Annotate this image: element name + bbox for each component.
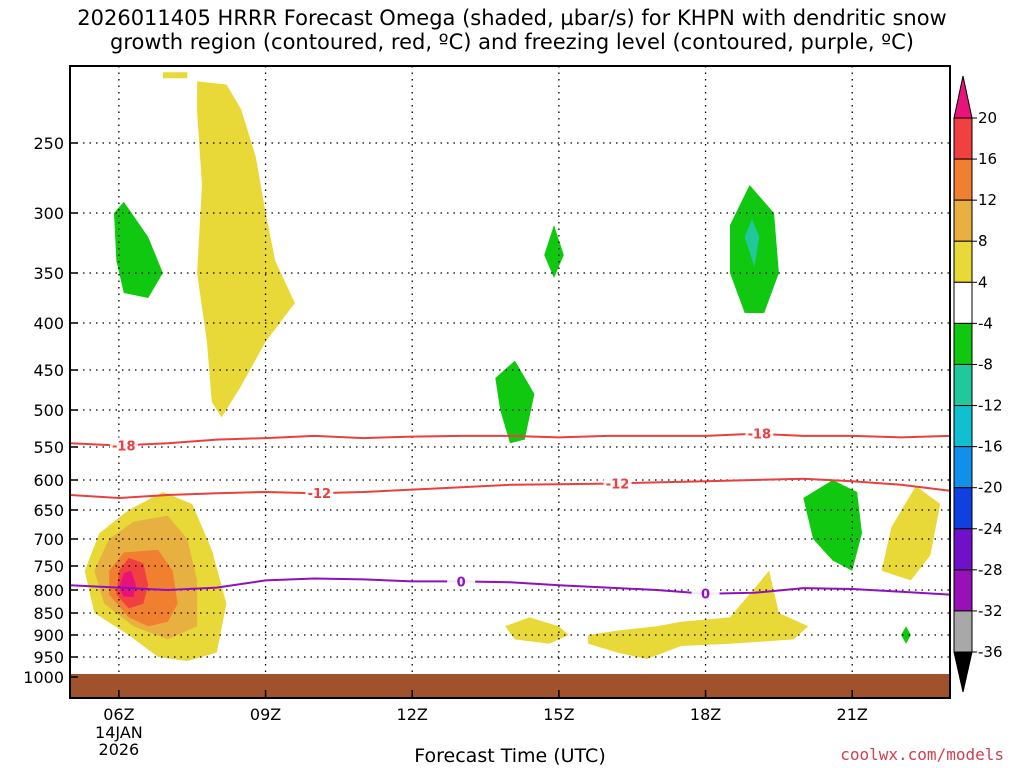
colorbar-label-3: 8 — [978, 232, 988, 250]
contour-label-bg — [603, 475, 632, 492]
contour-label-bg — [691, 585, 720, 602]
colorbar-bottom-arrow — [953, 651, 973, 693]
omega-region-11 — [803, 480, 862, 571]
colorbar-swatch-11 — [953, 569, 973, 612]
colorbar-label-13: -36 — [978, 643, 1003, 661]
omega-region-5 — [495, 360, 535, 444]
colorbar-swatch-8 — [953, 446, 973, 489]
ytick-label-450: 450 — [33, 361, 64, 380]
contour-label-bg — [745, 425, 774, 442]
colorbar-swatch-4 — [953, 281, 973, 324]
xtick-label-21Z: 21Z — [837, 705, 868, 724]
colorbar-swatch-7 — [953, 405, 973, 448]
x-axis-label: Forecast Time (UTC) — [414, 745, 606, 767]
chart-title: 2026011405 HRRR Forecast Omega (shaded, … — [0, 6, 1024, 54]
colorbar-label-9: -20 — [978, 479, 1003, 497]
contour-label-2-0: 0 — [457, 575, 466, 590]
contour-label-bg — [305, 485, 334, 502]
colorbar-label-5: -4 — [978, 314, 993, 332]
contour-line-1 — [70, 477, 950, 500]
ytick-label-350: 350 — [33, 264, 64, 283]
ground-bar — [70, 674, 950, 698]
xtick-date-0: 14JAN — [95, 723, 143, 742]
colorbar-swatch-0 — [953, 117, 973, 160]
ytick-label-400: 400 — [33, 314, 64, 333]
plot-frame — [69, 65, 951, 699]
ytick-label-650: 650 — [33, 501, 64, 520]
omega-region-17 — [231, 486, 486, 673]
ytick-label-250: 250 — [33, 134, 64, 153]
xtick-label-18Z: 18Z — [690, 705, 721, 724]
omega-region-9 — [744, 219, 760, 267]
omega-region-6 — [544, 225, 564, 278]
ytick-label-550: 550 — [33, 438, 64, 457]
title-line-2: growth region (contoured, red, ºC) and f… — [110, 30, 914, 54]
colorbar-label-2: 12 — [978, 191, 997, 209]
contour-label-2-1: 0 — [701, 588, 710, 603]
xtick-label-12Z: 12Z — [397, 705, 428, 724]
omega-region-1 — [197, 81, 295, 418]
ytick-label-850: 850 — [33, 604, 64, 623]
omega-region-14 — [901, 626, 911, 644]
contour-label-0-1: -18 — [748, 428, 772, 443]
contour-label-bg — [109, 437, 138, 454]
colorbar-label-4: 4 — [978, 273, 988, 291]
xtick-date-1: 2026 — [99, 740, 140, 759]
colorbar-swatch-1 — [953, 158, 973, 201]
ytick-label-750: 750 — [33, 557, 64, 576]
colorbar-label-8: -16 — [978, 438, 1003, 456]
ytick-label-900: 900 — [33, 626, 64, 645]
contour-label-0-0: -18 — [112, 440, 136, 455]
credit-link[interactable]: coolwx.com/models — [840, 745, 1004, 764]
ytick-label-1000: 1000 — [23, 668, 64, 687]
contour-line-2 — [70, 577, 950, 596]
colorbar-label-11: -28 — [978, 561, 1003, 579]
contour-label-1-1: -12 — [606, 478, 630, 493]
omega-region-0 — [162, 72, 188, 79]
colorbar-label-7: -12 — [978, 397, 1003, 415]
xtick-label-06Z: 06Z — [103, 705, 134, 724]
omega-region-10 — [930, 213, 950, 273]
omega-region-4 — [456, 66, 950, 677]
omega-region-15 — [505, 617, 569, 644]
colorbar-label-1: 16 — [978, 150, 997, 168]
colorbar-swatch-10 — [953, 528, 973, 571]
colorbar-swatch-5 — [953, 322, 973, 365]
colorbar-label-12: -32 — [978, 602, 1003, 620]
colorbar-swatch-2 — [953, 199, 973, 242]
omega-region-13 — [906, 527, 916, 561]
colorbar-swatch-3 — [953, 240, 973, 283]
contour-label-1-0: -12 — [308, 487, 332, 502]
colorbar-label-10: -24 — [978, 520, 1003, 538]
colorbar-label-0: 20 — [978, 109, 997, 127]
omega-region-16 — [588, 570, 809, 659]
colorbar-swatch-12 — [953, 610, 973, 653]
omega-region-23 — [739, 72, 770, 82]
omega-region-3 — [114, 201, 163, 298]
xtick-label-15Z: 15Z — [543, 705, 574, 724]
colorbar-swatch-9 — [953, 487, 973, 530]
colorbar-label-6: -8 — [978, 355, 993, 373]
ytick-label-600: 600 — [33, 471, 64, 490]
contour-label-bg — [447, 573, 476, 590]
colorbar-top-arrow — [953, 75, 973, 119]
ytick-label-300: 300 — [33, 204, 64, 223]
title-line-1: 2026011405 HRRR Forecast Omega (shaded, … — [77, 6, 947, 30]
ytick-label-800: 800 — [33, 581, 64, 600]
ytick-label-700: 700 — [33, 530, 64, 549]
contour-line-0 — [70, 432, 950, 447]
ytick-label-500: 500 — [33, 401, 64, 420]
ytick-label-950: 950 — [33, 648, 64, 667]
xtick-label-09Z: 09Z — [250, 705, 281, 724]
colorbar-swatch-6 — [953, 363, 973, 407]
